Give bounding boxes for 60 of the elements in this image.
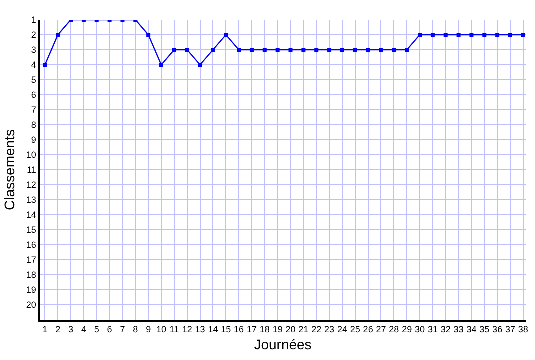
x-tick-label: 33 [454,324,464,335]
x-tick-label: 9 [146,324,152,335]
x-tick-label: 34 [466,324,477,335]
x-tick-label: 20 [286,324,296,335]
x-tick-label: 31 [428,324,438,335]
x-tick-label: 3 [68,324,74,335]
y-tick-label: 19 [26,285,36,296]
x-tick-label: 37 [505,324,516,335]
x-tick-label: 1 [42,324,48,335]
y-tick-label: 17 [26,255,36,266]
x-tick-label: 6 [107,324,112,335]
x-tick-label: 27 [376,324,386,335]
x-tick-label: 7 [120,324,126,335]
y-tick-label: 11 [27,165,36,176]
x-tick-label: 10 [156,324,167,335]
y-tick-label: 15 [26,225,36,236]
x-tick-label: 18 [260,324,270,335]
y-tick-label: 20 [26,300,36,310]
x-tick-label: 35 [480,324,490,335]
y-tick-label: 18 [26,270,36,280]
x-tick-label: 19 [272,324,283,335]
x-tick-label: 15 [221,324,232,335]
y-tick-label: 9 [31,135,36,146]
x-tick-label: 8 [133,324,138,335]
y-tick-label: 6 [31,90,36,100]
x-tick-label: 2 [56,324,61,335]
x-tick-label: 4 [81,324,86,335]
y-tick-label: 14 [26,210,36,220]
x-tick-label: 17 [246,324,257,335]
y-tick-label: 13 [26,195,36,206]
x-tick-label: 36 [492,324,503,335]
y-tick-label: 7 [31,105,36,116]
y-tick-label: 4 [31,60,36,70]
y-tick-label: 8 [31,120,36,130]
y-axis-title: Classements [2,130,18,210]
x-tick-label: 32 [440,324,451,335]
x-tick-label: 30 [415,324,426,335]
x-tick-label: 12 [182,324,192,335]
x-tick-label: 29 [402,324,412,335]
x-tick-label: 13 [195,324,206,335]
x-axis-title: Journées [254,336,312,352]
x-tick-label: 14 [208,324,218,335]
x-tick-label: 11 [170,324,180,335]
y-tick-label: 2 [31,30,36,40]
y-tick-label: 5 [31,75,36,86]
y-tick-label: 1 [31,15,36,26]
y-tick-label: 16 [26,240,36,250]
x-tick-label: 5 [94,324,100,335]
x-tick-label: 24 [337,324,348,335]
y-tick-label: 10 [26,150,36,160]
x-tick-label: 22 [312,324,322,335]
y-tick-label: 3 [31,45,36,56]
x-tick-label: 25 [350,324,360,335]
x-tick-label: 38 [518,324,528,335]
y-tick-label: 12 [26,180,36,190]
x-tick-label: 23 [324,324,335,335]
x-tick-label: 26 [363,324,374,335]
x-tick-label: 28 [389,324,400,335]
x-tick-label: 21 [298,324,309,335]
x-tick-label: 16 [234,324,244,335]
